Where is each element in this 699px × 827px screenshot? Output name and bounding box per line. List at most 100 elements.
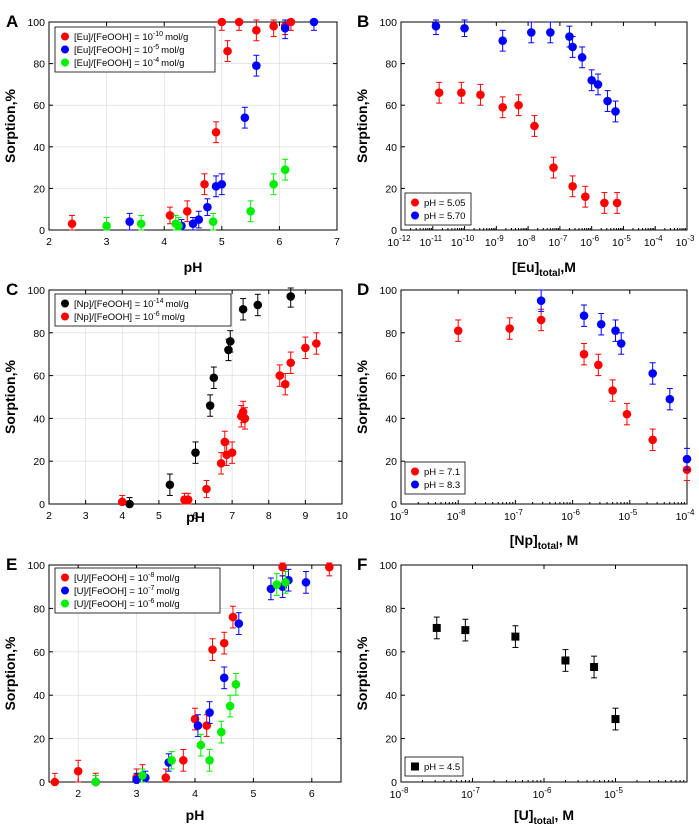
x-tick-exponent: -9 <box>401 508 409 517</box>
legend-box <box>404 192 472 226</box>
data-point <box>240 414 250 423</box>
y-axis-title: Sorption,% <box>2 89 18 163</box>
legend-marker <box>411 198 419 207</box>
x-tick-label: 3 <box>83 510 89 522</box>
x-tick-exponent: -7 <box>560 234 568 243</box>
legend-label-text: [Np]/[FeOOH] = 10 <box>74 299 153 310</box>
legend-label-text: pH = 4.5 <box>424 762 460 773</box>
data-point <box>665 394 675 404</box>
panel-b: 10-12 10-11 10-10 10-9 10-8 10-7 10-6 10-5 10-4 1… <box>354 12 695 279</box>
data-point <box>577 53 587 62</box>
legend-label-exponent: -10 <box>153 31 163 38</box>
legend-box <box>54 293 232 327</box>
legend-label-unit: mol/g <box>156 573 179 584</box>
legend-label-unit: mol/g <box>156 586 179 597</box>
data-point <box>536 296 546 306</box>
legend: [Eu]/[FeOOH] = 10-10 mol/g[Eu]/[FeOOH] = … <box>54 26 216 73</box>
x-tick-base: 10 <box>676 511 688 523</box>
y-tick-label: 40 <box>385 413 397 425</box>
x-tick-label: 10-12 <box>387 234 411 249</box>
x-tick-exponent: -5 <box>624 234 632 243</box>
y-tick-label: 0 <box>391 225 397 237</box>
x-tick-label: 10-8 <box>517 234 536 249</box>
x-tick-label: 10-5 <box>612 234 631 249</box>
series-2 <box>117 332 321 507</box>
y-tick-label: 0 <box>391 499 397 511</box>
data-point <box>193 721 203 730</box>
y-tick-label: 60 <box>33 100 45 112</box>
x-tick-exponent: -10 <box>463 234 475 243</box>
y-axis-title: Sorption,% <box>354 360 370 434</box>
data-point <box>312 339 321 348</box>
x-tick-exponent: -4 <box>656 234 664 243</box>
y-tick-label: 0 <box>39 777 45 789</box>
data-point <box>549 163 558 172</box>
y-tick-label: 20 <box>33 456 45 468</box>
x-tick-label: 7 <box>229 510 235 522</box>
data-point <box>476 90 485 100</box>
y-tick-label: 20 <box>33 183 45 195</box>
data-point <box>240 113 250 122</box>
legend-label: [U]/[FeOOH] = 10-7 mol/g <box>74 585 180 597</box>
x-axis-title-main: [Eu] <box>512 259 539 275</box>
data-point <box>460 23 469 33</box>
x-tick-label: 10-7 <box>548 234 567 249</box>
x-tick-label: 5 <box>219 236 225 248</box>
x-tick-base: 10 <box>451 237 463 249</box>
x-tick-label: 10-9 <box>485 234 504 249</box>
data-point <box>253 300 263 310</box>
data-point <box>269 21 278 31</box>
y-axis-title: Sorption,% <box>2 636 18 710</box>
x-tick-label: 10-6 <box>561 508 580 523</box>
data-point <box>648 369 657 378</box>
legend-label: [Eu]/[FeOOH] = 10-5 mol/g <box>74 44 184 56</box>
legend: pH = 7.1 pH = 8.3 <box>404 461 466 495</box>
x-tick-base: 10 <box>644 237 656 249</box>
data-point <box>309 17 319 27</box>
data-point <box>594 360 603 370</box>
legend-label: pH = 8.3 <box>424 480 460 491</box>
data-point <box>281 578 290 587</box>
data-point <box>280 165 290 174</box>
y-tick-label: 80 <box>385 328 397 340</box>
legend-label-text: pH = 5.05 <box>424 198 465 209</box>
y-tick-label: 60 <box>385 371 397 383</box>
legend-marker <box>61 45 69 54</box>
data-point <box>498 102 507 112</box>
data-point <box>286 358 296 368</box>
y-tick-label: 0 <box>391 777 397 789</box>
data-point <box>280 23 290 33</box>
x-tick-exponent: -7 <box>516 508 524 517</box>
legend-label-unit: mol/g <box>166 299 189 310</box>
data-point <box>224 345 233 355</box>
legend-label-text: [Np]/[FeOOH] = 10 <box>74 312 153 323</box>
legend-label-unit: mol/g <box>161 58 184 69</box>
x-tick-base: 10 <box>612 237 624 249</box>
x-tick-label: 2 <box>46 510 52 522</box>
data-point <box>208 217 218 226</box>
x-tick-base: 10 <box>461 789 473 801</box>
legend-label-text: pH = 5.70 <box>424 211 465 222</box>
x-tick-exponent: -8 <box>401 786 409 795</box>
x-tick-exponent: -3 <box>687 234 695 243</box>
y-tick-label: 60 <box>33 371 45 383</box>
panel-letter: F <box>357 555 367 574</box>
data-point <box>227 448 237 457</box>
x-tick-exponent: -8 <box>528 234 536 243</box>
y-tick-label: 0 <box>39 225 45 237</box>
panel-letter: D <box>357 280 369 299</box>
x-tick-label: 10-6 <box>580 234 599 249</box>
data-point <box>183 495 193 505</box>
data-point <box>238 304 248 314</box>
panel-a: 2 3 4 5 6 7 0 20 40 60 80 100 A Sorption,% pH [Eu]/[FeO… <box>2 12 340 275</box>
x-axis-title-subscript: total <box>538 541 559 552</box>
x-axis-title: pH <box>186 509 205 525</box>
data-point <box>102 221 111 231</box>
data-point <box>546 28 555 37</box>
x-tick-label: 10-5 <box>618 508 637 523</box>
data-point <box>568 42 577 52</box>
x-tick-label: 10-7 <box>504 508 523 523</box>
x-tick-base: 10 <box>676 237 688 249</box>
data-point <box>125 217 134 226</box>
data-point <box>432 623 441 632</box>
